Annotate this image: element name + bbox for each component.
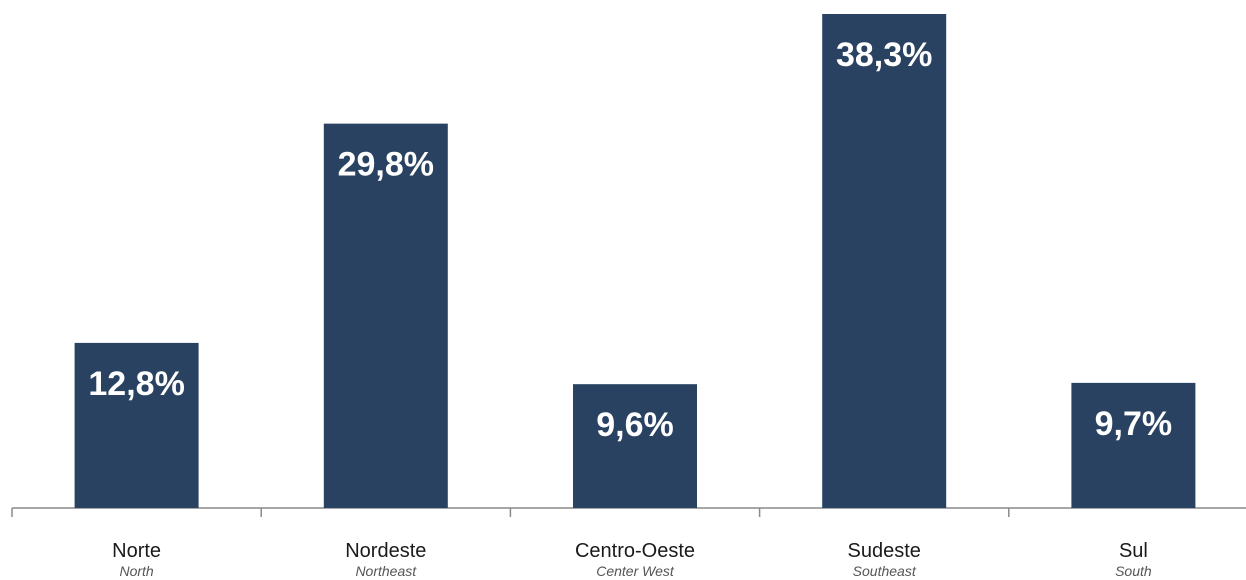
value-label-1: 29,8% bbox=[338, 146, 434, 184]
bars-group bbox=[74, 14, 1196, 509]
bar-sudeste bbox=[822, 14, 947, 508]
category-sublabel-3: Southeast bbox=[853, 563, 917, 579]
value-label-2: 9,6% bbox=[596, 406, 674, 444]
category-label-4: Sul bbox=[1119, 540, 1148, 562]
value-label-4: 9,7% bbox=[1095, 405, 1173, 443]
x-axis-ticks bbox=[11, 508, 1010, 517]
value-label-3: 38,3% bbox=[836, 36, 932, 74]
bar-norte bbox=[74, 342, 199, 508]
category-label-2: Centro-Oeste bbox=[575, 540, 695, 562]
category-label-1: Nordeste bbox=[345, 540, 426, 562]
category-sublabel-4: South bbox=[1115, 563, 1152, 579]
bar-sul bbox=[1071, 382, 1196, 508]
category-sublabel-2: Center West bbox=[596, 563, 675, 579]
value-label-0: 12,8% bbox=[88, 365, 184, 403]
category-sublabel-0: North bbox=[119, 563, 153, 579]
category-label-3: Sudeste bbox=[848, 540, 921, 562]
category-label-0: Norte bbox=[112, 540, 161, 562]
bar-nordeste bbox=[323, 123, 448, 509]
category-sublabel-1: Northeast bbox=[355, 563, 417, 579]
bar-centro-oeste bbox=[573, 384, 697, 508]
